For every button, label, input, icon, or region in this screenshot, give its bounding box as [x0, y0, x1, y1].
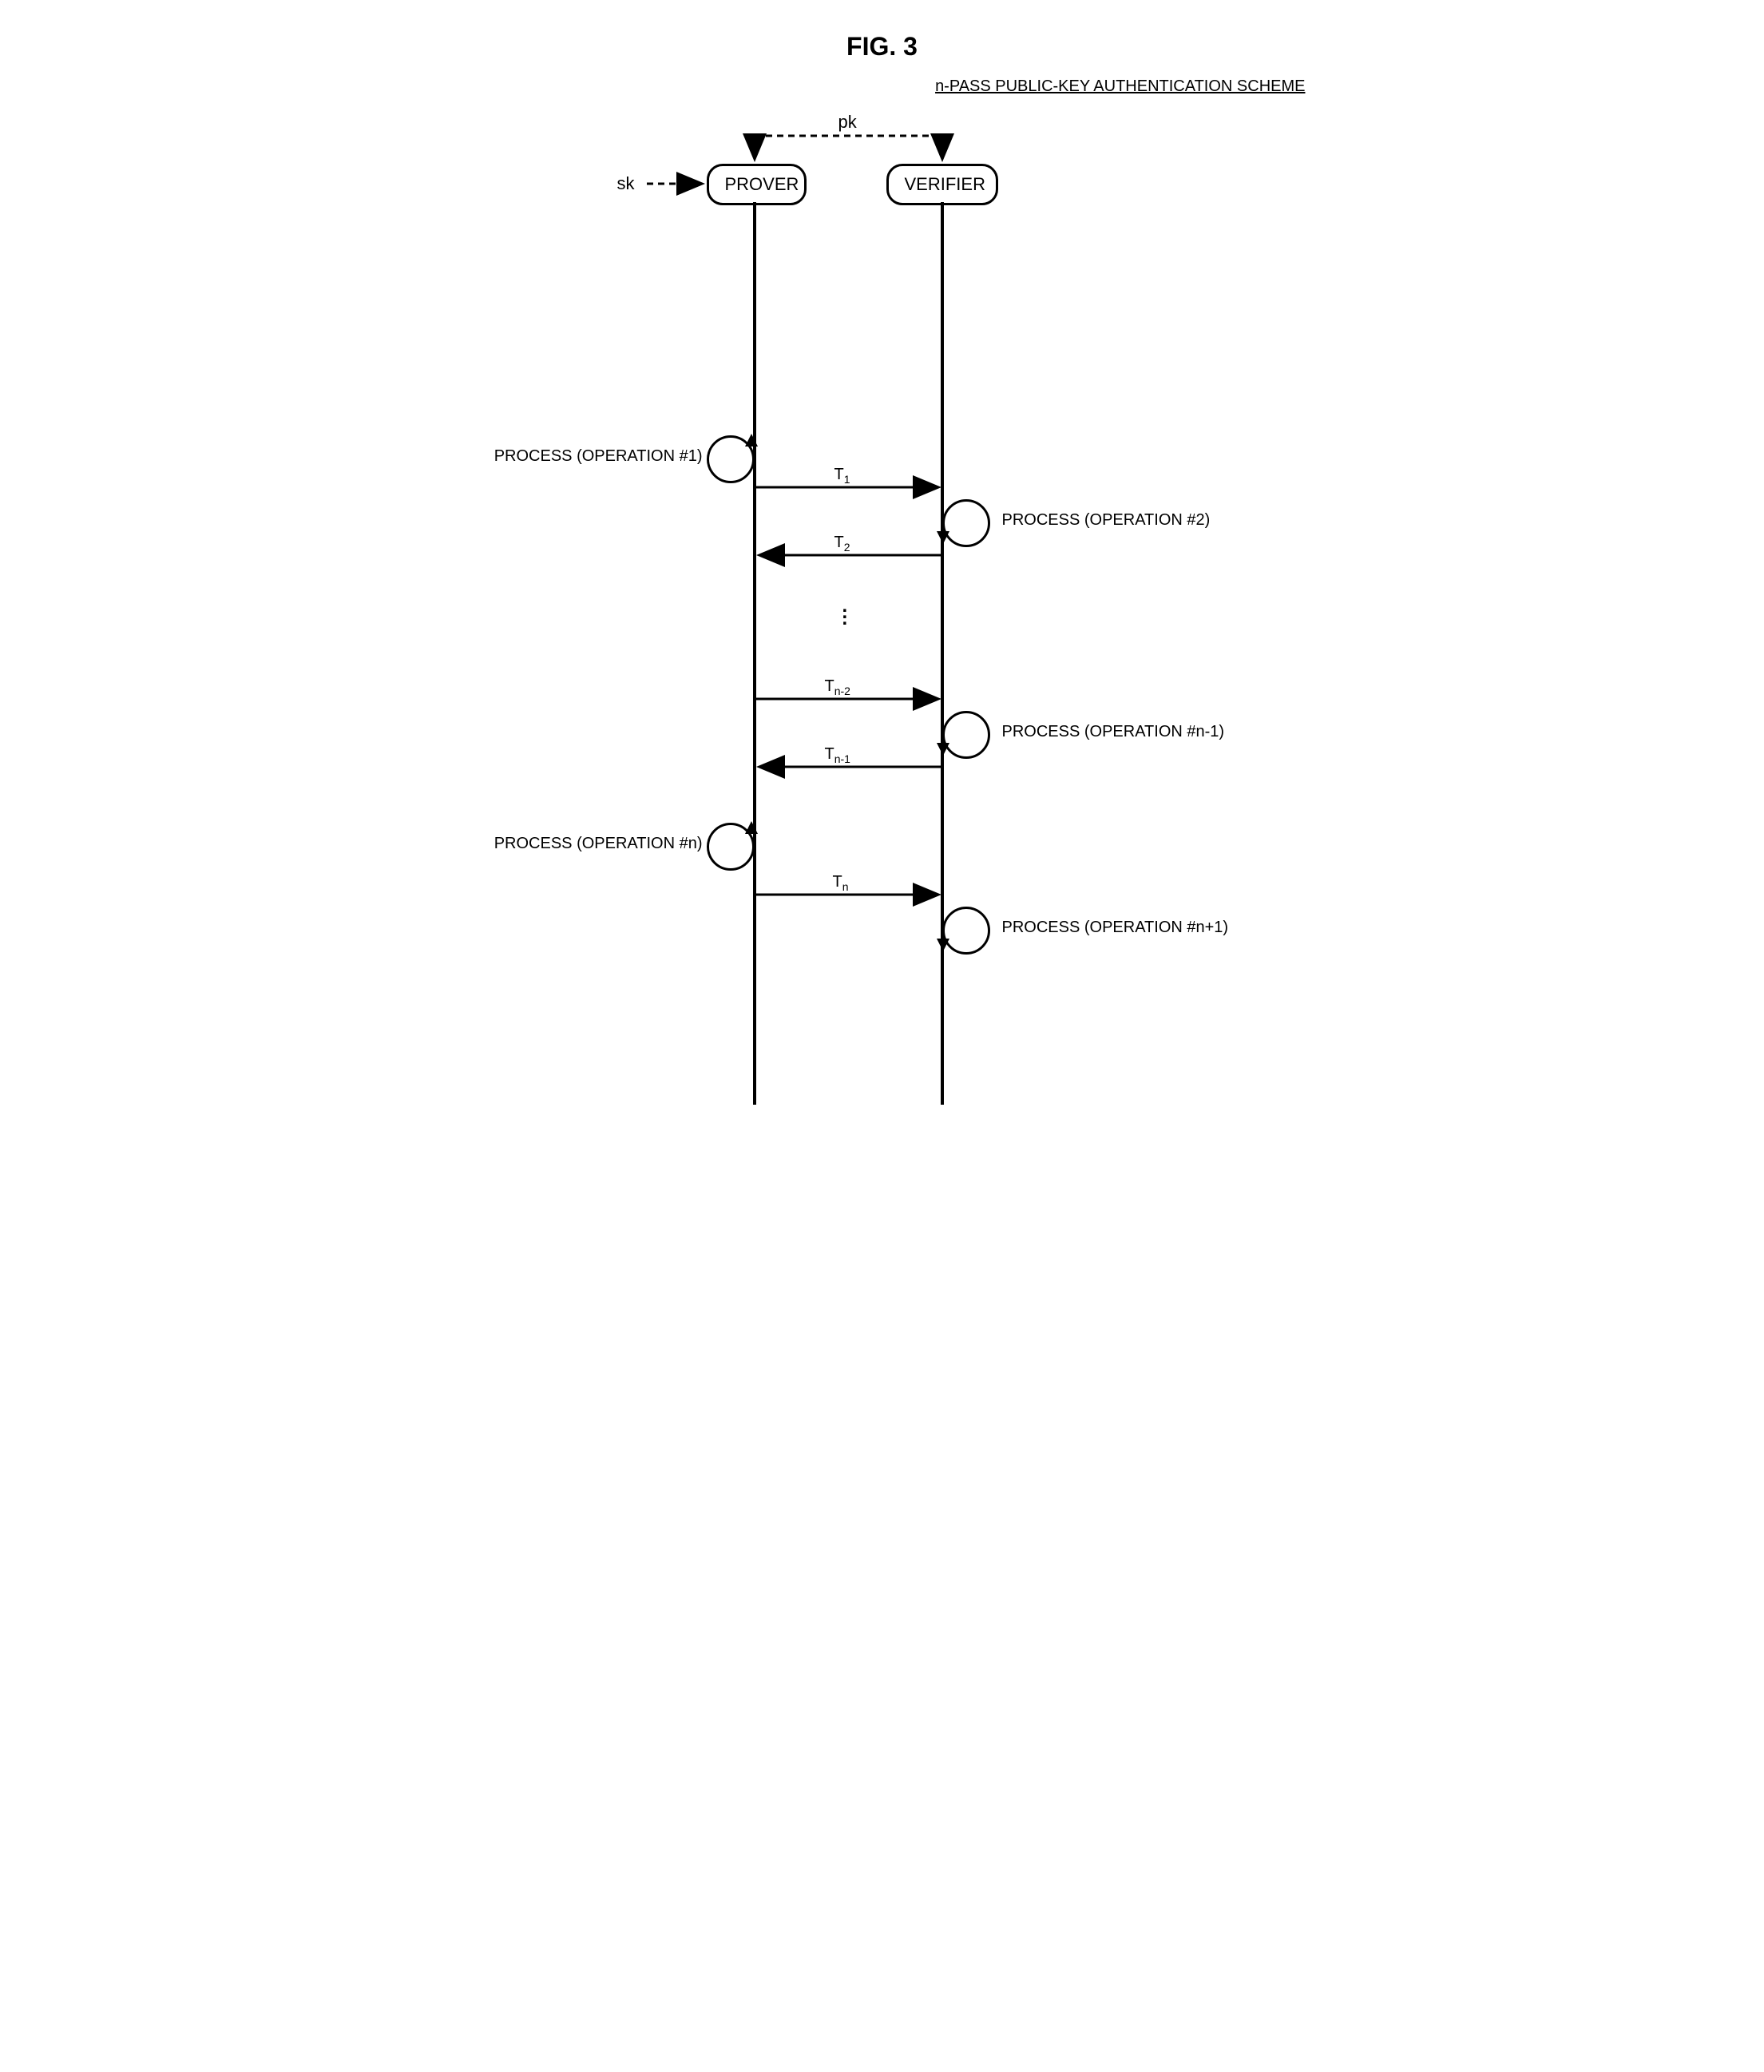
- process-opn-plus-1-label: PROCESS (OPERATION #n+1): [1002, 919, 1229, 937]
- msg-t2-sub: 2: [844, 541, 850, 554]
- msg-tn-text: T: [833, 873, 842, 891]
- process-opn1-label: PROCESS (OPERATION #n-1): [1002, 723, 1225, 741]
- figure-title: FIG. 3: [443, 32, 1322, 62]
- msg-t1-label: T1: [834, 466, 850, 486]
- msg-tn-sub: n: [842, 880, 849, 893]
- msg-tn2-sub: n-2: [834, 685, 850, 697]
- process-opn-label: PROCESS (OPERATION #n): [491, 835, 703, 853]
- self-loop-op2-arrow: [937, 531, 953, 547]
- sequence-diagram: pk sk PROVER VERIFIER T1: [443, 108, 1322, 1106]
- msg-t1-text: T: [834, 466, 844, 483]
- self-loop-opn1-arrow: [937, 743, 953, 759]
- process-op1-label: PROCESS (OPERATION #1): [491, 447, 703, 466]
- msg-tn2-label: Tn-2: [825, 677, 850, 697]
- msg-tn1-label: Tn-1: [825, 745, 850, 765]
- message-arrows: [443, 108, 1322, 1106]
- self-loop-op1-arrow: [745, 434, 761, 450]
- msg-t2-label: T2: [834, 534, 850, 554]
- ellipsis-icon: ...: [842, 603, 848, 622]
- msg-tn1-sub: n-1: [834, 752, 850, 765]
- process-op2-label: PROCESS (OPERATION #2): [1002, 511, 1211, 530]
- msg-tn2-text: T: [825, 677, 834, 695]
- scheme-title: n-PASS PUBLIC-KEY AUTHENTICATION SCHEME: [443, 77, 1322, 96]
- self-loop-opn-plus-1-arrow: [937, 939, 953, 955]
- msg-tn-label: Tn: [833, 873, 849, 893]
- self-loop-opn-arrow: [745, 821, 761, 837]
- msg-t2-text: T: [834, 534, 844, 551]
- msg-t1-sub: 1: [844, 473, 850, 486]
- msg-tn1-text: T: [825, 745, 834, 763]
